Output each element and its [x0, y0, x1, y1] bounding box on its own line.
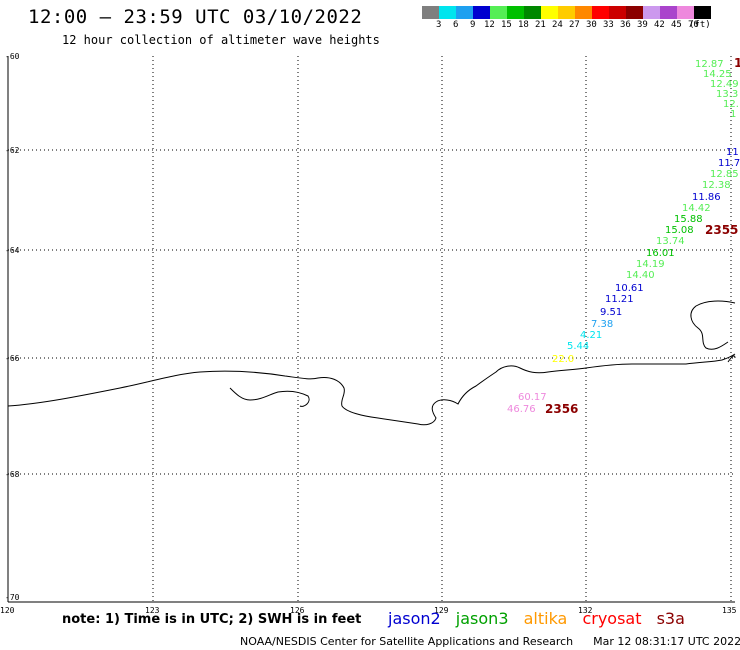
- legend-swatch: [592, 6, 609, 19]
- wave-height-label: 11.21: [605, 294, 634, 305]
- legend-label: 9: [470, 20, 476, 30]
- wave-height-label: 13.3: [716, 89, 738, 100]
- coastline-inlet: [229, 387, 310, 407]
- legend-label: 24: [552, 20, 563, 30]
- legend-swatch: [490, 6, 507, 19]
- wave-observations: 12.87 14.25 12.49 13.3 12. 1 11 11.7 12.…: [507, 56, 740, 416]
- pass-time-label: 2356: [545, 402, 578, 416]
- wave-height-label: 5.44: [567, 341, 589, 352]
- satellite-s3a: s3a: [656, 609, 685, 628]
- legend-label: 70: [688, 20, 699, 30]
- legend-labels: 3 6 9 12 15 18 21 24 27 30 33 36 39 42 45 70 (ft): [422, 19, 740, 31]
- wave-height-label: 12.87: [695, 59, 724, 70]
- wave-height-label: 12.38: [702, 180, 731, 191]
- wave-height-label: 46.76: [507, 404, 536, 415]
- legend-label: 39: [637, 20, 648, 30]
- legend-label: 36: [620, 20, 631, 30]
- map-title: 12:00 – 23:59 UTC 03/10/2022: [28, 6, 363, 28]
- color-legend: 3 6 9 12 15 18 21 24 27 30 33 36 39 42 45 70 (ft): [422, 6, 740, 31]
- legend-swatch: [677, 6, 694, 19]
- wave-height-label: 14.25: [703, 69, 732, 80]
- legend-swatch: [694, 6, 711, 19]
- wave-height-label: 16.01: [646, 248, 675, 259]
- wave-height-label: 15.08: [665, 225, 694, 236]
- wave-height-label: 14.19: [636, 259, 665, 270]
- credit-text: NOAA/NESDIS Center for Satellite Applica…: [240, 635, 574, 648]
- satellite-jason3: jason3: [455, 609, 509, 628]
- legend-label: 30: [586, 20, 597, 30]
- lat-label: -62: [5, 146, 20, 155]
- lon-label: 135: [722, 606, 737, 615]
- wave-height-label: 12.49: [710, 79, 739, 90]
- legend-swatch: [626, 6, 643, 19]
- wave-height-label: 11: [726, 147, 739, 158]
- wave-height-label: 1: [730, 109, 736, 120]
- legend-swatch: [575, 6, 592, 19]
- legend-swatch: [439, 6, 456, 19]
- wave-height-label: 11.7: [718, 158, 740, 169]
- wave-height-label: 13.74: [656, 236, 685, 247]
- legend-label: 42: [654, 20, 665, 30]
- wave-height-label: 60.17: [518, 392, 547, 403]
- map-subtitle: 12 hour collection of altimeter wave hei…: [62, 33, 380, 47]
- coastline-islet: [727, 355, 736, 363]
- legend-label: 3: [436, 20, 442, 30]
- wave-height-label: 15.88: [674, 214, 703, 225]
- wave-height-label: 9.51: [600, 307, 622, 318]
- legend-swatch: [558, 6, 575, 19]
- legend-unit: (ft): [689, 20, 711, 30]
- legend-label: 15: [501, 20, 512, 30]
- legend-label: 45: [671, 20, 682, 30]
- legend-swatch: [541, 6, 558, 19]
- credit-line: NOAA/NESDIS Center for Satellite Applica…: [240, 635, 740, 648]
- legend-label: 27: [569, 20, 580, 30]
- legend-swatches: [422, 6, 740, 19]
- legend-swatch: [507, 6, 524, 19]
- wave-height-label: 7.38: [591, 319, 613, 330]
- lat-label: -64: [5, 246, 20, 255]
- legend-swatch: [609, 6, 626, 19]
- pass-time-label: 1: [734, 56, 740, 70]
- legend-label: 12: [484, 20, 495, 30]
- wave-height-label: 4.21: [580, 330, 602, 341]
- lat-label: -70: [5, 593, 20, 602]
- wave-height-label: 10.61: [615, 283, 644, 294]
- units-note: note: 1) Time is in UTC; 2) SWH is in fe…: [62, 612, 362, 627]
- coastline-cape: [690, 300, 736, 350]
- coastline: [7, 353, 736, 426]
- wave-height-label: 11.86: [692, 192, 721, 203]
- graticule: [8, 56, 735, 602]
- generation-timestamp: Mar 12 08:31:17 UTC 2022: [593, 635, 740, 648]
- wave-height-label: 12.: [723, 99, 739, 110]
- lon-label: 120: [0, 606, 15, 615]
- legend-label: 18: [518, 20, 529, 30]
- lat-label: -60: [5, 52, 20, 61]
- legend-swatch: [643, 6, 660, 19]
- pass-time-label: 2355: [705, 223, 738, 237]
- satellite-jason2: jason2: [388, 609, 441, 628]
- legend-label: 6: [453, 20, 459, 30]
- legend-swatch: [660, 6, 677, 19]
- wave-height-label: 22.0: [552, 354, 574, 365]
- legend-swatch: [524, 6, 541, 19]
- wave-height-label: 14.40: [626, 270, 655, 281]
- lat-label: -66: [5, 354, 20, 363]
- wave-height-label: 14.42: [682, 203, 711, 214]
- lon-label: 129: [434, 606, 449, 615]
- satellite-key: jason2 jason3 altika cryosat s3a: [388, 609, 695, 628]
- legend-swatch: [473, 6, 490, 19]
- legend-label: 21: [535, 20, 546, 30]
- lon-label: 123: [145, 606, 160, 615]
- legend-label: 33: [603, 20, 614, 30]
- legend-swatch: [456, 6, 473, 19]
- wave-height-label: 12.85: [710, 169, 739, 180]
- lon-label: 126: [290, 606, 305, 615]
- satellite-altika: altika: [523, 609, 568, 628]
- satellite-cryosat: cryosat: [582, 609, 642, 628]
- lon-label: 132: [578, 606, 593, 615]
- lat-label: -68: [5, 470, 20, 479]
- legend-swatch: [422, 6, 439, 19]
